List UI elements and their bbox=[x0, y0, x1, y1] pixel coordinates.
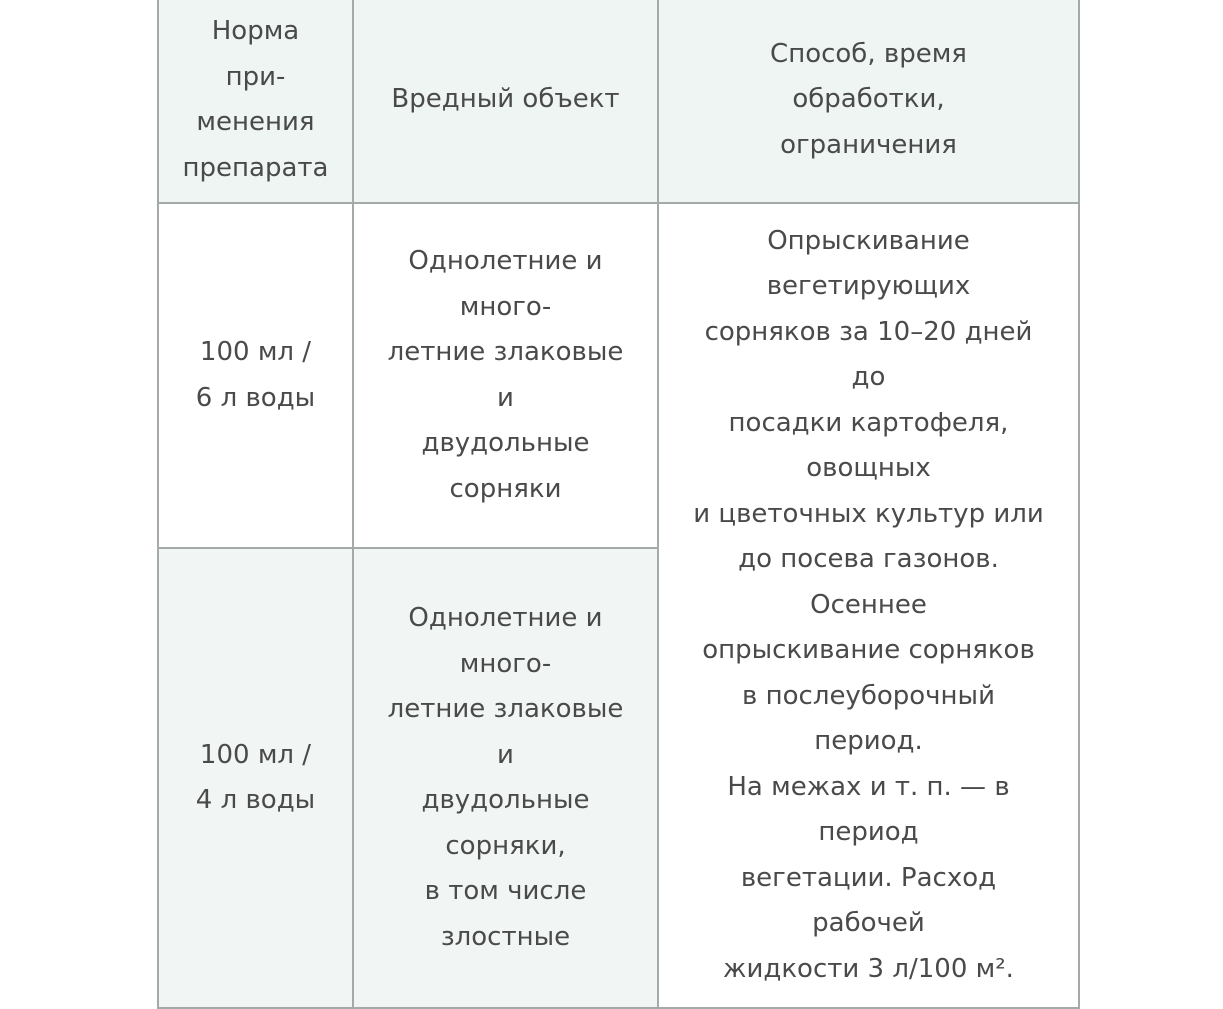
table-header-row: Норма при- менения препарата Вредный объ… bbox=[157, 0, 1080, 204]
cell-method: Опрыскивание вегетирующих сорняков за 10… bbox=[657, 202, 1080, 1009]
header-method: Способ, время обработки, ограничения bbox=[657, 0, 1080, 204]
cell-rate: 100 мл / 4 л воды bbox=[157, 547, 354, 1009]
table-row: 100 мл / 4 л воды Однолетние и много- ле… bbox=[157, 547, 1079, 1009]
cell-target: Однолетние и много- летние злаковые и дв… bbox=[352, 202, 659, 549]
cell-target: Однолетние и много- летние злаковые и дв… bbox=[352, 547, 659, 1009]
cell-rate: 100 мл / 6 л воды bbox=[157, 202, 354, 549]
header-target: Вредный объект bbox=[352, 0, 659, 204]
table-row: 100 мл / 6 л воды Однолетние и много- ле… bbox=[157, 202, 1080, 1009]
application-rates-table: Норма при- менения препарата Вредный объ… bbox=[157, 0, 1080, 1009]
header-rate: Норма при- менения препарата bbox=[157, 0, 354, 204]
